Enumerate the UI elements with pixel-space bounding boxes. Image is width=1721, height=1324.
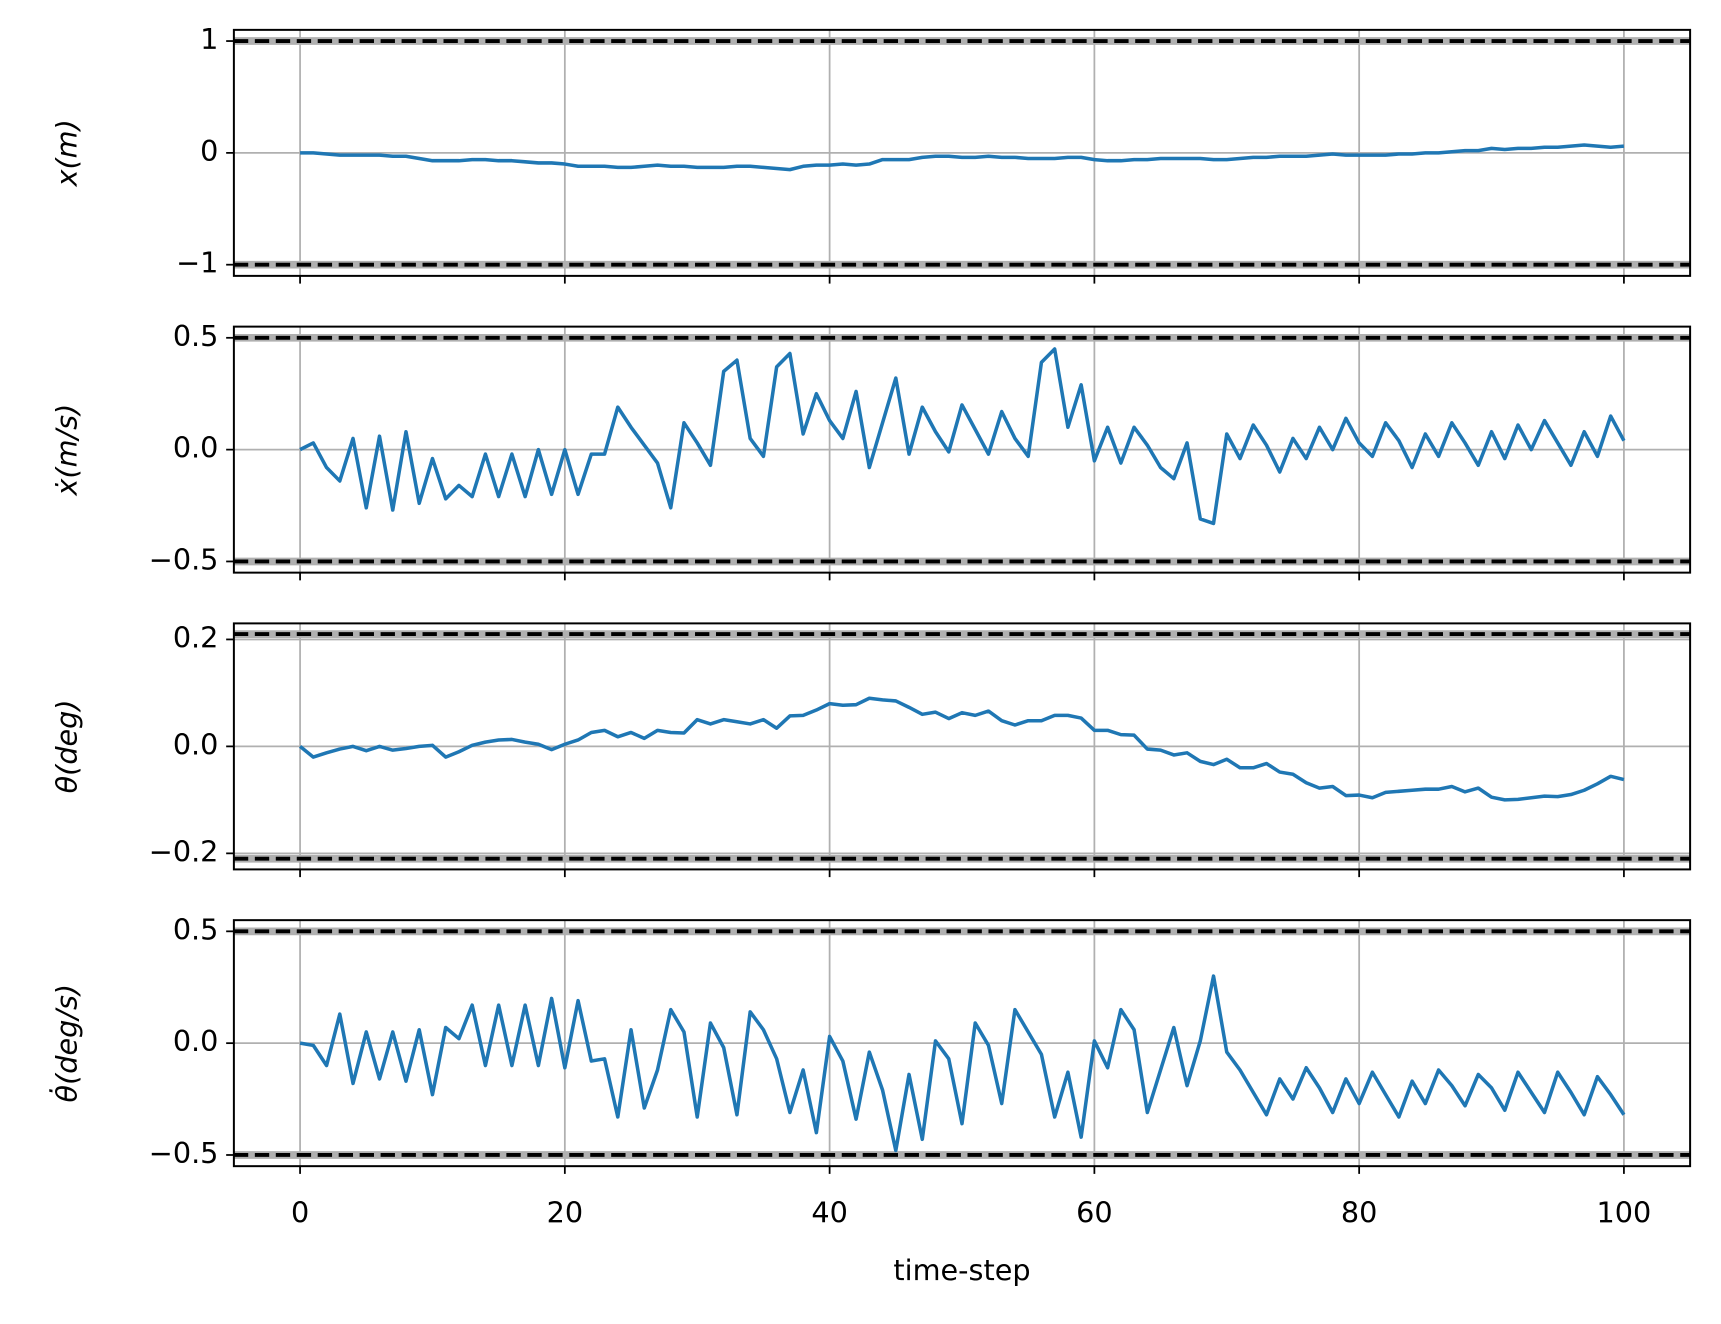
y-axis-label: θ(deg) (49, 699, 83, 793)
x-tick-label: 100 (1597, 1196, 1652, 1230)
y-tick-label: 0 (200, 134, 218, 168)
y-axis-label: x(m) (49, 119, 83, 187)
x-tick-label: 80 (1341, 1196, 1377, 1230)
y-axis-label: θ̇(deg/s) (49, 984, 83, 1103)
y-tick-label: 0.0 (173, 1024, 219, 1058)
y-tick-label: 0.5 (173, 319, 219, 353)
y-tick-label: 0.5 (173, 912, 219, 946)
y-tick-label: −0.5 (149, 1136, 219, 1170)
data-line (298, 696, 1625, 802)
y-axis-label: ẋ(m/s) (49, 404, 83, 497)
y-tick-label: 0.2 (173, 620, 219, 654)
x-tick-label: 20 (547, 1196, 583, 1230)
axes-frame (232, 28, 1692, 277)
x-tick-label: 40 (811, 1196, 847, 1230)
y-tick-label: −1 (176, 246, 218, 280)
axes-frame (232, 325, 1692, 574)
y-tick-label: −0.5 (149, 542, 219, 576)
y-tick-label: 0.0 (173, 727, 219, 761)
x-axis-label: time-step (893, 1253, 1030, 1287)
x-tick-label: 60 (1076, 1196, 1112, 1230)
y-tick-label: 0.0 (173, 431, 219, 465)
y-tick-label: 1 (200, 22, 218, 56)
x-tick-label: 0 (291, 1196, 309, 1230)
data-line (300, 143, 1625, 172)
axes-frame (232, 622, 1692, 871)
y-tick-label: −0.2 (149, 834, 219, 868)
axes-frame (232, 919, 1692, 1168)
data-line (299, 347, 1626, 526)
data-line (299, 974, 1626, 1153)
